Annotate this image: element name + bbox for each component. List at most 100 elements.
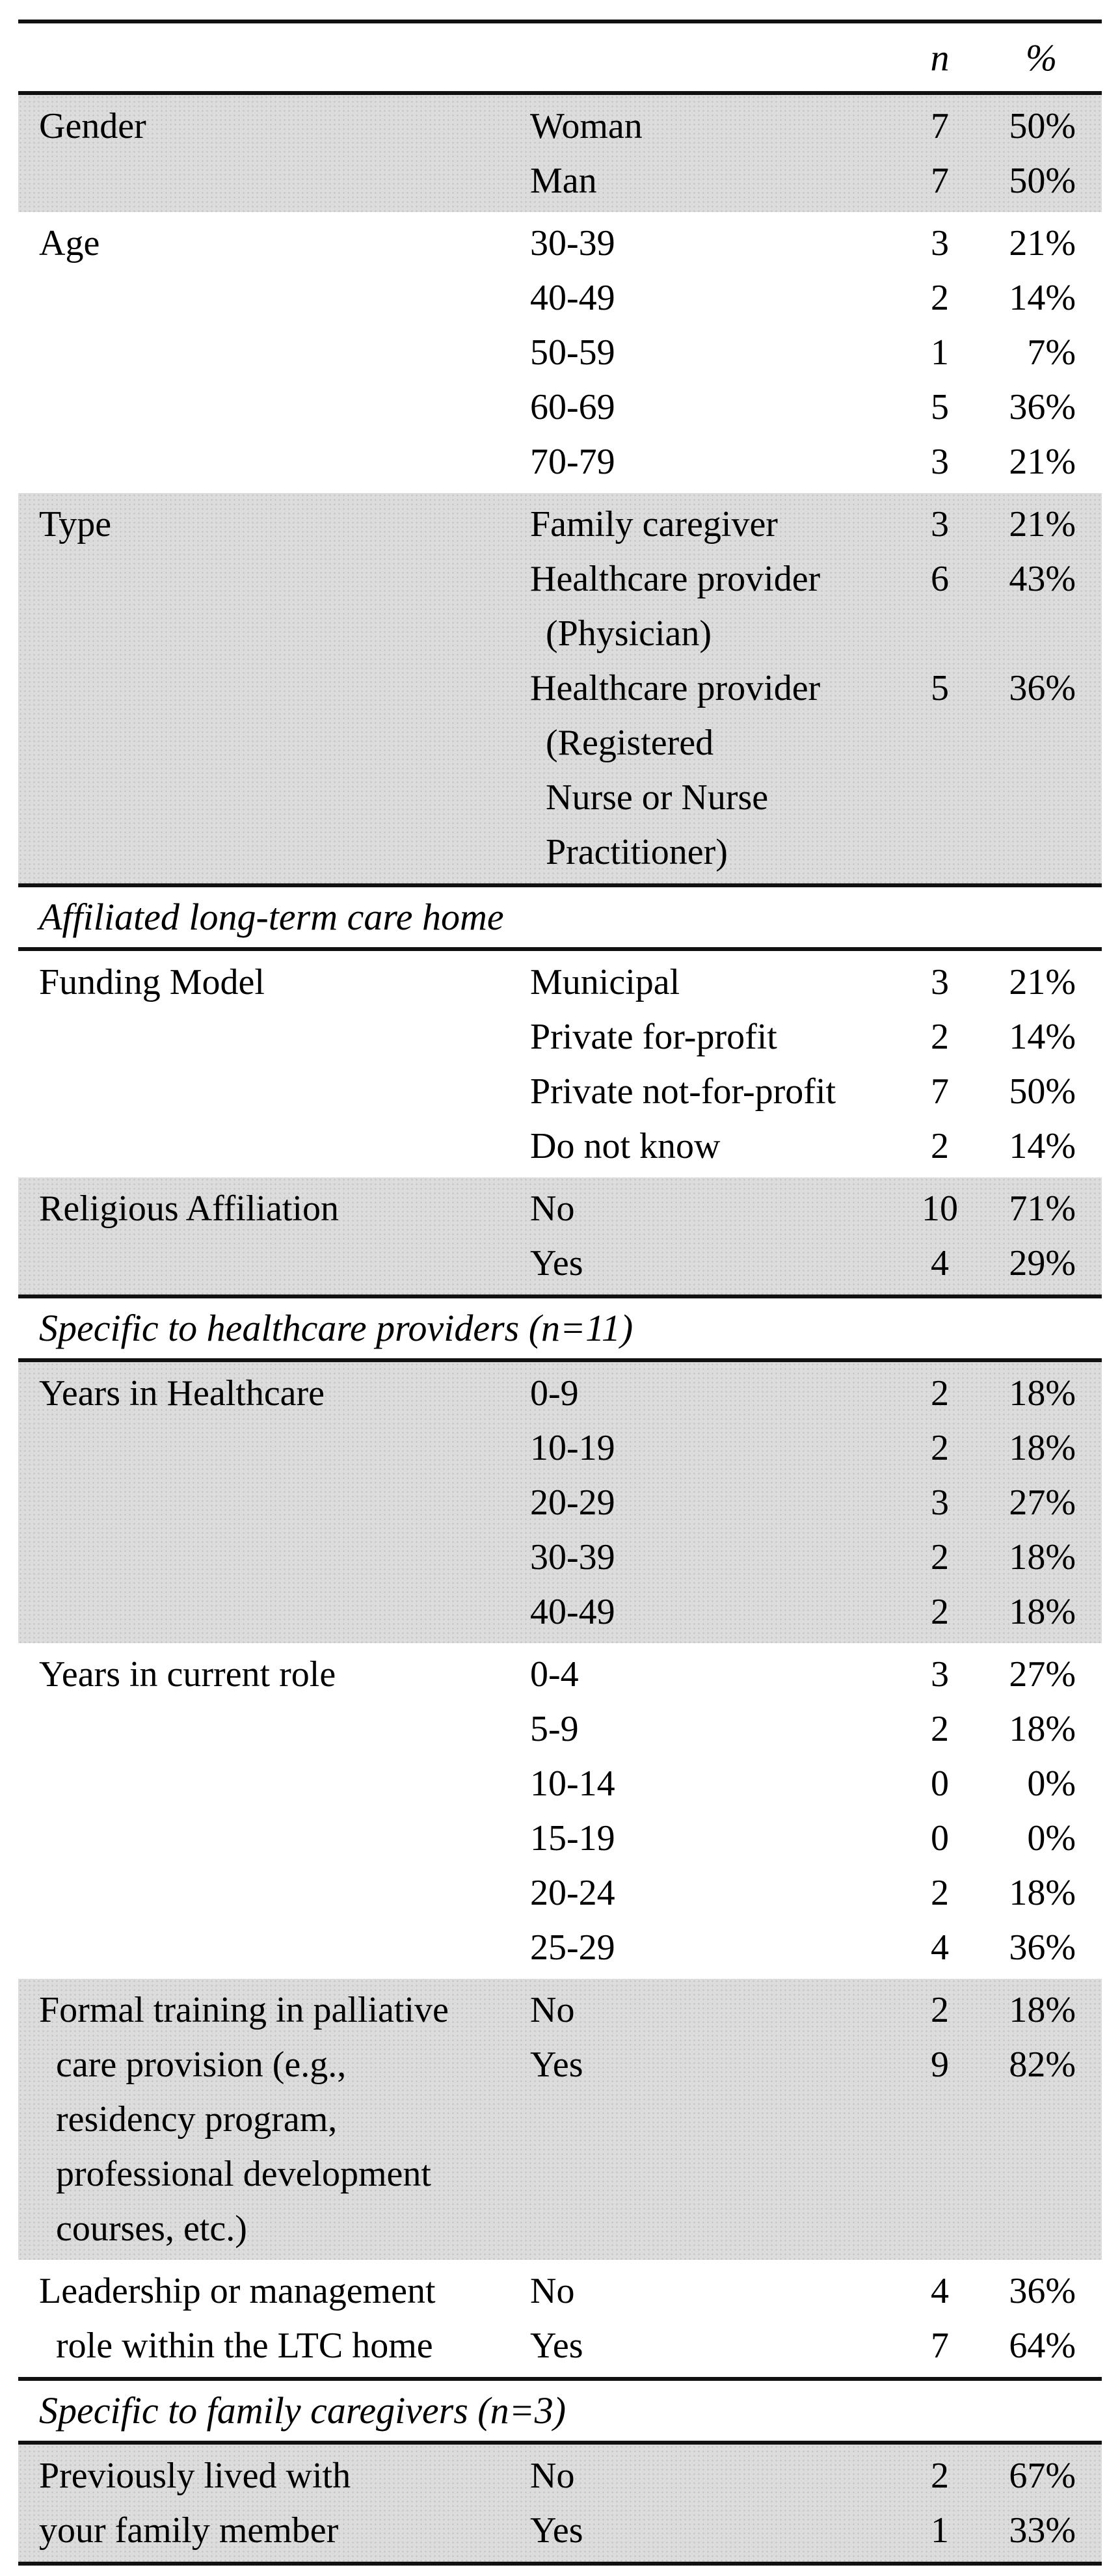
- value-cell: Woman: [530, 106, 643, 146]
- percent-cell: 36%: [1009, 2271, 1076, 2311]
- n-cell: 7: [931, 2326, 949, 2366]
- n-cell: 2: [931, 1537, 949, 1577]
- table-band: Years in Healthcare 0-9 2 18% 10-19 2 18% 20-29…: [18, 1362, 1102, 1643]
- category-cell: professional development: [56, 2154, 431, 2194]
- table-row-line: courses, etc.): [39, 2201, 1094, 2256]
- category-cell: your family member: [39, 2510, 339, 2551]
- percent-cell: 21%: [1009, 442, 1076, 482]
- value-cell: Private for-profit: [530, 1017, 777, 1057]
- table-row-line: 40-49 2 14%: [39, 271, 1094, 325]
- value-cell: 70-79: [530, 442, 615, 482]
- table-row-line: Healthcare provider 5 36%: [39, 661, 1094, 716]
- table-row-line: Religious Affiliation No 10 71%: [39, 1181, 1094, 1236]
- header-percent-label: %: [1025, 36, 1058, 79]
- header-bottom-rule: [18, 91, 1102, 95]
- n-cell: 2: [931, 2456, 949, 2496]
- value-cell: Municipal: [530, 962, 680, 1002]
- table-row-line: 5-9 2 18%: [39, 1702, 1094, 1756]
- value-cell: 20-24: [530, 1873, 615, 1913]
- n-cell: 4: [931, 1927, 949, 1968]
- percent-cell: 50%: [1009, 106, 1076, 146]
- percent-cell: 18%: [1009, 1428, 1076, 1468]
- category-cell: courses, etc.): [56, 2208, 247, 2249]
- table-row-line: role within the LTC home Yes 7 64%: [39, 2318, 1094, 2373]
- value-cell: No: [530, 1188, 575, 1229]
- n-cell: 6: [931, 559, 949, 599]
- category-cell: Age: [39, 223, 100, 263]
- table-band: Gender Woman 7 50% Man 7 50%: [18, 95, 1102, 212]
- percent-cell: 71%: [1009, 1188, 1076, 1229]
- n-cell: 0: [931, 1818, 949, 1858]
- value-cell: 30-39: [530, 223, 615, 263]
- header-n-label: n: [930, 36, 950, 79]
- value-cell: Yes: [530, 2045, 583, 2085]
- percent-cell: 18%: [1009, 1990, 1076, 2030]
- value-cell: Practitioner): [546, 832, 728, 872]
- section-header: Specific to family caregivers (n=3): [39, 2389, 567, 2432]
- section-divider-rule: [18, 2377, 1102, 2381]
- table-row-line: 20-29 3 27%: [39, 1475, 1094, 1530]
- n-cell: 5: [931, 387, 949, 427]
- category-cell: Leadership or management: [39, 2271, 436, 2311]
- percent-cell: 36%: [1009, 668, 1076, 708]
- percent-cell: 14%: [1009, 1017, 1076, 1057]
- table-row-line: (Registered: [39, 716, 1094, 770]
- value-cell: 60-69: [530, 387, 615, 427]
- table-band: Years in current role 0-4 3 27% 5-9 2 18% 10-14…: [18, 1643, 1102, 1979]
- n-cell: 1: [931, 332, 949, 373]
- n-cell: 3: [931, 1483, 949, 1523]
- value-cell: 10-19: [530, 1428, 615, 1468]
- percent-cell: 36%: [1009, 1927, 1076, 1968]
- percent-cell: 43%: [1009, 559, 1076, 599]
- percent-cell: 14%: [1009, 1126, 1076, 1166]
- category-cell: role within the LTC home: [56, 2326, 433, 2366]
- table-row-line: 50-59 1 7%: [39, 325, 1094, 380]
- table-band: Type Family caregiver 3 21% Healthcare provi…: [18, 493, 1102, 883]
- table-row-line: Leadership or management No 4 36%: [39, 2264, 1094, 2318]
- section-divider-rule: [18, 2562, 1102, 2566]
- n-cell: 2: [931, 278, 949, 318]
- table-row-line: care provision (e.g., Yes 9 82%: [39, 2037, 1094, 2092]
- n-cell: 2: [931, 1709, 949, 1749]
- n-cell: 4: [931, 1243, 949, 1283]
- n-cell: 2: [931, 1017, 949, 1057]
- value-cell: No: [530, 2271, 575, 2311]
- percent-cell: 36%: [1009, 387, 1076, 427]
- category-cell: Previously lived with: [39, 2456, 351, 2496]
- n-cell: 3: [931, 1654, 949, 1695]
- section-header: Affiliated long-term care home: [39, 896, 504, 938]
- value-cell: Do not know: [530, 1126, 721, 1166]
- table-row-line: Years in current role 0-4 3 27%: [39, 1647, 1094, 1702]
- table-header-row: n %: [18, 23, 1102, 91]
- section-header: Specific to healthcare providers (n=11): [39, 1307, 633, 1349]
- category-cell: Formal training in palliative: [39, 1990, 449, 2030]
- n-cell: 4: [931, 2271, 949, 2311]
- n-cell: 10: [922, 1188, 958, 1229]
- category-cell: Funding Model: [39, 962, 265, 1002]
- table-row-line: (Physician): [39, 606, 1094, 661]
- category-cell: care provision (e.g.,: [56, 2045, 347, 2085]
- table-row-line: Type Family caregiver 3 21%: [39, 497, 1094, 552]
- value-cell: 50-59: [530, 332, 615, 373]
- table-band: Age 30-39 3 21% 40-49 2 14% 50-59 1 7% 60-69 5 36% 70…: [18, 212, 1102, 493]
- value-cell: 5-9: [530, 1709, 579, 1749]
- percent-cell: 0%: [1027, 1764, 1076, 1804]
- value-cell: 25-29: [530, 1927, 615, 1968]
- category-cell: Religious Affiliation: [39, 1188, 339, 1229]
- percent-cell: 64%: [1009, 2326, 1076, 2366]
- table-row-line: Gender Woman 7 50%: [39, 99, 1094, 154]
- n-cell: 3: [931, 962, 949, 1002]
- table-row-line: Yes 4 29%: [39, 1236, 1094, 1291]
- value-cell: (Physician): [546, 613, 712, 654]
- n-cell: 2: [931, 1592, 949, 1632]
- n-cell: 2: [931, 1126, 949, 1166]
- n-cell: 2: [931, 1373, 949, 1414]
- n-cell: 5: [931, 668, 949, 708]
- table-row-line: Practitioner): [39, 825, 1094, 879]
- percent-cell: 18%: [1009, 1873, 1076, 1913]
- table-body: Gender Woman 7 50% Man 7 50% Age 30-39 3 21% 40-49 2…: [18, 95, 1102, 2566]
- table-row-line: 60-69 5 36%: [39, 380, 1094, 435]
- table-row-line: your family member Yes 1 33%: [39, 2503, 1094, 2558]
- section-divider-rule: [18, 2441, 1102, 2445]
- percent-cell: 18%: [1009, 1373, 1076, 1414]
